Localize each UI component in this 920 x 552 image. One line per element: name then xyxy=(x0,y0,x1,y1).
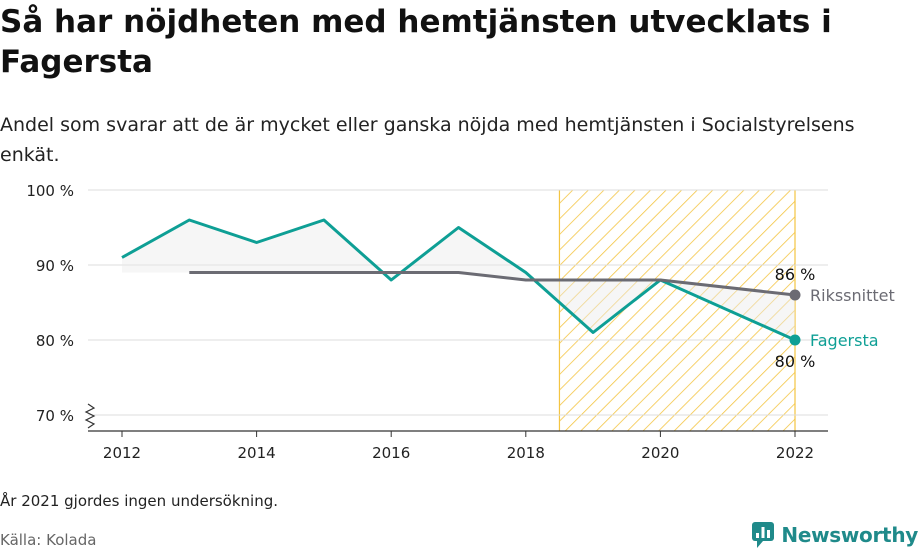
x-tick-label: 2012 xyxy=(103,444,141,462)
y-tick-label: 100 % xyxy=(26,182,74,200)
x-tick-label: 2022 xyxy=(776,444,814,462)
y-tick-label: 90 % xyxy=(36,257,74,275)
x-tick-label: 2014 xyxy=(238,444,276,462)
y-tick-label: 70 % xyxy=(36,407,74,425)
brand-logo[interactable]: Newsworthy xyxy=(751,521,918,549)
difference-area xyxy=(122,220,795,340)
axis-break-icon xyxy=(84,403,96,429)
footnote: År 2021 gjordes ingen undersökning. xyxy=(0,492,279,510)
chart-title: Så har nöjdheten med hemtjänsten utveckl… xyxy=(0,4,832,80)
x-tick-label: 2016 xyxy=(372,444,410,462)
series-name-label: Fagersta xyxy=(810,331,879,350)
newsworthy-logo-icon xyxy=(752,522,775,548)
series-line-rikssnittet xyxy=(189,271,796,297)
x-tick-label: 2020 xyxy=(641,444,679,462)
source-credit: Källa: Kolada xyxy=(0,531,97,549)
series-end-point-rikssnittet xyxy=(789,289,801,301)
line-chart: 100 % 90 % 80 % 70 % 2012 2014 2016 2018 2020 202… xyxy=(26,182,895,462)
series-line-fagersta xyxy=(121,218,796,342)
series-value-label: 80 % xyxy=(775,352,816,371)
x-tick-label: 2018 xyxy=(507,444,545,462)
series-name-label: Rikssnittet xyxy=(810,286,895,305)
chart-subtitle: Andel som svarar att de är mycket eller … xyxy=(0,114,855,166)
series-value-label: 86 % xyxy=(775,265,816,284)
highlight-period-hatch xyxy=(559,190,795,431)
y-tick-label: 80 % xyxy=(36,332,74,350)
series-end-point-fagersta xyxy=(789,334,801,346)
brand-name: Newsworthy xyxy=(781,523,918,547)
